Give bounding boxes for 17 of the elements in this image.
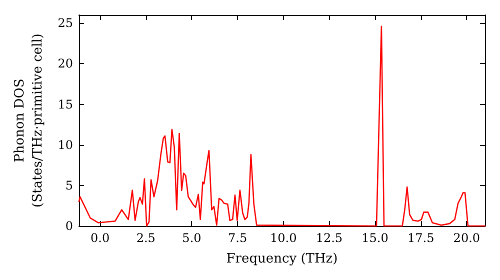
y-tick-label: 15 (58, 97, 73, 112)
x-tick-label: 12.5 (316, 231, 343, 245)
x-tick-label: 2.5 (136, 231, 156, 245)
x-tick-label: 0.0 (90, 231, 110, 245)
y-axis-title: Phonon DOS (States/THz·primitive cell) (12, 33, 46, 208)
x-tick-label: 5.0 (182, 231, 202, 245)
y-tick-label: 20 (58, 56, 73, 71)
x-axis-title: Frequency (THz) (226, 252, 338, 266)
y-tick-label: 0 (65, 219, 73, 233)
x-tick-label: 10.0 (270, 231, 297, 245)
x-tick-label: 20.0 (453, 231, 480, 245)
x-tick-label: 17.5 (407, 231, 434, 245)
y-tick-label: 5 (65, 178, 73, 192)
x-tick-label: 15.0 (362, 231, 388, 245)
y-tick-label: 10 (58, 138, 73, 152)
x-tick-label: 7.5 (228, 231, 248, 245)
y-tick-label: 25 (58, 16, 73, 30)
